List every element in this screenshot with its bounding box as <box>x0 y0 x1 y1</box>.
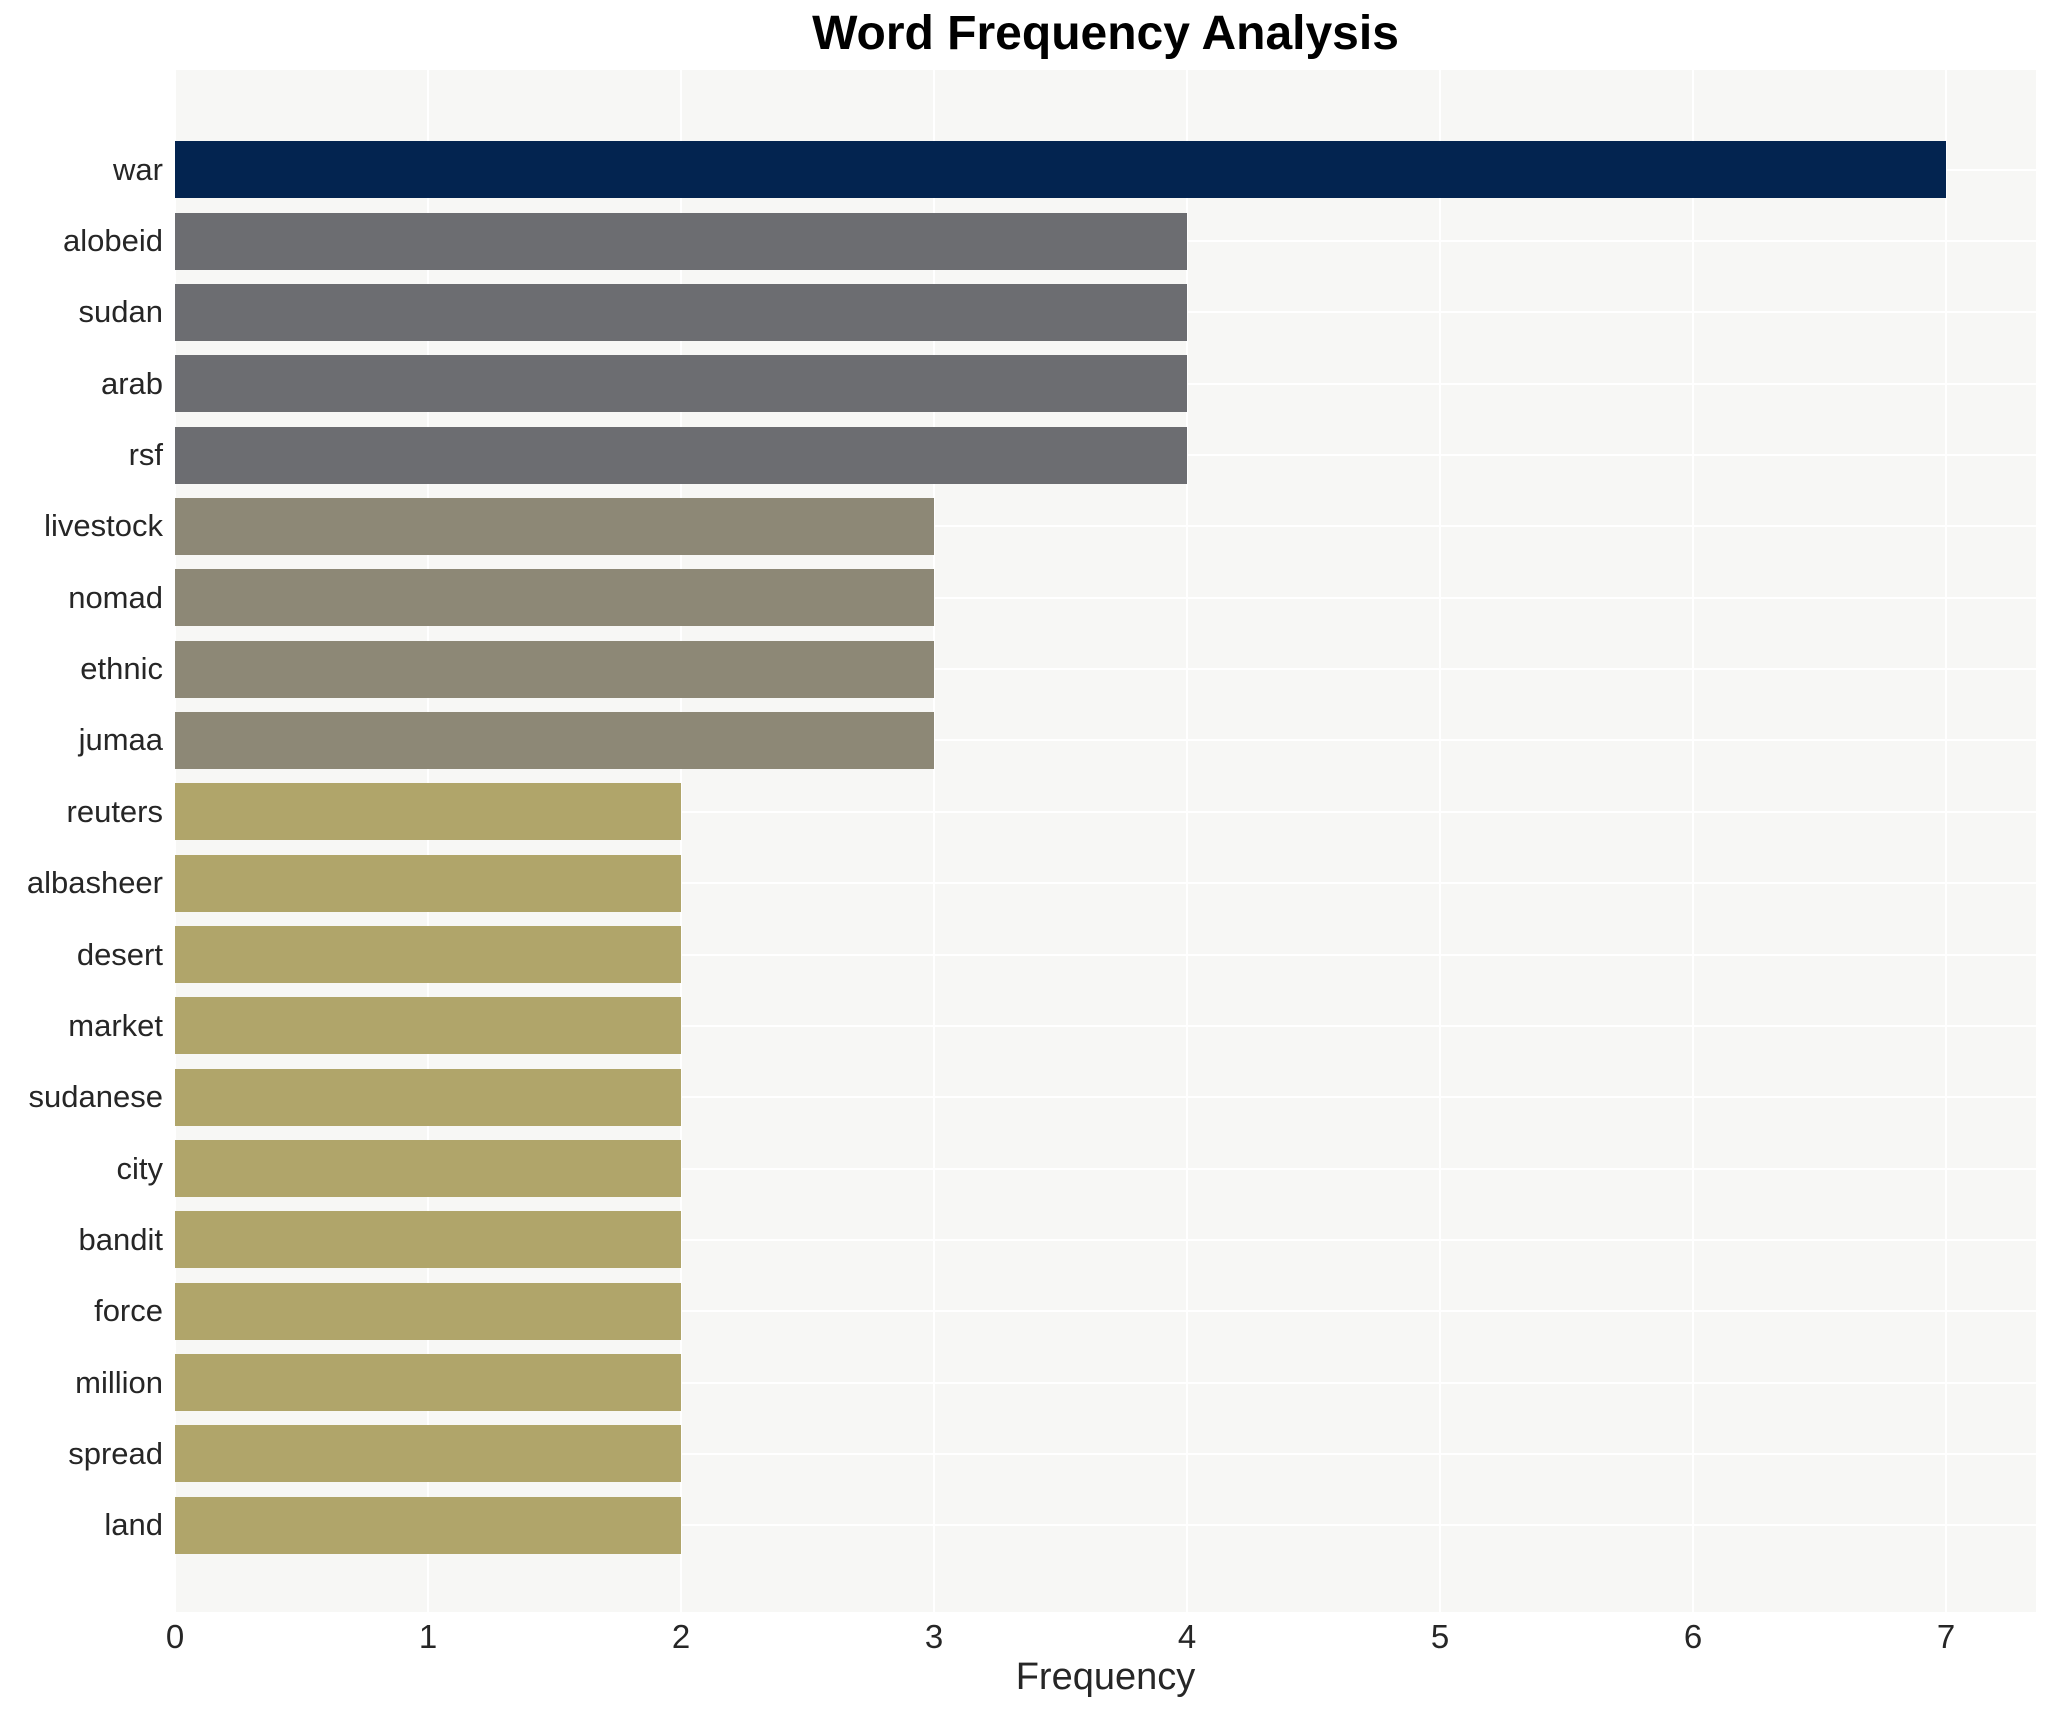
y-label-ethnic: ethnic <box>80 651 163 687</box>
y-label-arab: arab <box>100 365 163 401</box>
gridline-y-city <box>175 1167 2036 1170</box>
bar-arab <box>175 355 1187 413</box>
gridline-x-3 <box>933 70 935 1612</box>
y-label-livestock: livestock <box>44 508 163 544</box>
bar-albasheer <box>175 854 681 912</box>
gridline-y-nomad <box>175 596 2036 599</box>
x-tick-5: 5 <box>1430 1618 1450 1655</box>
bar-million <box>175 1354 681 1412</box>
x-tick-2: 2 <box>671 1618 691 1655</box>
chart-title: Word Frequency Analysis <box>812 7 1399 60</box>
y-label-war: war <box>113 151 163 187</box>
y-label-jumaa: jumaa <box>78 722 163 758</box>
bar-nomad <box>175 569 934 627</box>
gridline-y-sudanese <box>175 1096 2036 1099</box>
bar-alobeid <box>175 212 1187 270</box>
gridline-x-0 <box>174 70 176 1612</box>
x-axis-label: Frequency <box>1015 1656 1196 1698</box>
y-label-reuters: reuters <box>66 793 163 829</box>
gridline-x-4 <box>1186 70 1188 1612</box>
y-label-million: million <box>75 1364 163 1400</box>
bar-city <box>175 1140 681 1198</box>
bar-market <box>175 997 681 1055</box>
gridline-x-2 <box>680 70 682 1612</box>
gridline-y-million <box>175 1381 2036 1384</box>
bar-sudan <box>175 283 1187 341</box>
gridline-y-ethnic <box>175 668 2036 671</box>
gridline-y-jumaa <box>175 739 2036 742</box>
x-tick-1: 1 <box>418 1618 438 1655</box>
x-tick-6: 6 <box>1683 1618 1703 1655</box>
gridline-x-5 <box>1439 70 1441 1612</box>
gridline-y-bandit <box>175 1238 2036 1241</box>
bar-war <box>175 141 1946 199</box>
gridline-y-force <box>175 1310 2036 1313</box>
y-label-city: city <box>116 1150 164 1186</box>
bar-force <box>175 1282 681 1340</box>
y-label-force: force <box>94 1293 163 1329</box>
y-label-bandit: bandit <box>78 1221 163 1257</box>
y-label-sudan: sudan <box>78 294 163 330</box>
gridline-y-market <box>175 1024 2036 1027</box>
y-label-desert: desert <box>76 936 163 972</box>
bar-rsf <box>175 426 1187 484</box>
x-tick-4: 4 <box>1177 1618 1197 1655</box>
y-label-albasheer: albasheer <box>26 865 163 901</box>
x-tick-7: 7 <box>1936 1618 1956 1655</box>
y-label-nomad: nomad <box>68 579 163 615</box>
bar-jumaa <box>175 711 934 769</box>
bar-ethnic <box>175 640 934 698</box>
x-tick-3: 3 <box>924 1618 944 1655</box>
bar-land <box>175 1496 681 1554</box>
x-tick-0: 0 <box>165 1618 185 1655</box>
bar-livestock <box>175 497 934 555</box>
y-label-market: market <box>68 1007 163 1043</box>
plot-area <box>174 70 2036 1612</box>
gridline-y-reuters <box>175 810 2036 813</box>
gridline-x-6 <box>1692 70 1694 1612</box>
gridline-y-livestock <box>175 525 2036 528</box>
gridline-x-7 <box>1945 70 1947 1612</box>
y-label-land: land <box>104 1507 163 1543</box>
y-label-sudanese: sudanese <box>28 1079 163 1115</box>
gridline-y-albasheer <box>175 882 2036 885</box>
bar-sudanese <box>175 1068 681 1126</box>
y-label-spread: spread <box>68 1435 163 1471</box>
gridline-y-desert <box>175 953 2036 956</box>
gridline-y-land <box>175 1524 2036 1527</box>
bar-bandit <box>175 1211 681 1269</box>
bar-reuters <box>175 783 681 841</box>
bar-desert <box>175 926 681 984</box>
y-label-alobeid: alobeid <box>63 223 163 259</box>
y-label-rsf: rsf <box>128 437 163 473</box>
gridline-x-1 <box>427 70 429 1612</box>
bar-spread <box>175 1425 681 1483</box>
gridline-y-spread <box>175 1452 2036 1455</box>
